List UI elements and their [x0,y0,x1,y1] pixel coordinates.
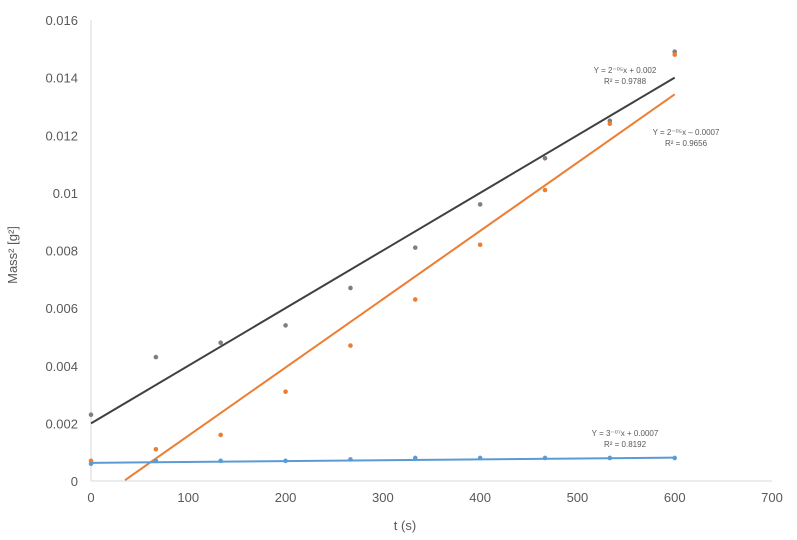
x-tick-label: 100 [177,490,199,505]
data-point-series-2 [153,447,159,452]
data-point-series-2 [283,389,288,394]
x-tick-label: 0 [87,490,94,505]
y-tick-label: 0.004 [45,359,78,374]
data-point-series-1 [542,156,548,161]
trendline-series-2 [124,93,676,481]
x-tick-label: 700 [761,490,783,505]
trendline-equations: Y = 2⁻⁰⁵x + 0.002 R² = 0.9788 Y = 2⁻⁰⁵x – … [592,66,720,449]
data-point-series-3 [607,455,613,461]
y-tick-label: 0.008 [45,244,78,259]
data-point-series-3 [348,457,353,462]
data-point-series-2 [348,343,353,348]
x-tick-label: 300 [372,490,394,505]
y-tick-label: 0.006 [45,301,78,316]
data-point-series-2 [542,187,548,193]
trendline-r-squared: R² = 0.9656 [665,139,708,148]
data-point-series-1 [412,245,418,250]
x-tick-label: 500 [567,490,589,505]
x-axis-title: t (s) [394,518,416,533]
x-tick-labels: 0 100 200 300 400 500 600 700 [87,490,782,505]
y-tick-label: 0 [71,474,78,489]
data-point-series-1 [283,323,288,328]
trendline-equation: Y = 2⁻⁰⁵x – 0.0007 [653,128,720,137]
data-point-series-3 [412,455,418,461]
data-point-series-2 [672,52,678,57]
y-tick-label: 0.016 [45,13,78,28]
x-tick-label: 600 [664,490,686,505]
data-point-series-2 [607,121,613,127]
data-point-series-3 [477,455,483,461]
data-point-series-1 [348,285,353,291]
y-axis-title: Mass² [g²] [5,226,20,284]
data-point-series-2 [218,432,223,438]
trendline-series-1 [90,76,676,425]
data-point-series-3 [283,458,288,464]
y-tick-label: 0.002 [45,416,78,431]
x-tick-label: 200 [275,490,297,505]
data-point-series-3 [153,458,159,464]
data-point-series-3 [672,455,678,461]
data-point-series-3 [88,461,94,467]
data-points [88,49,678,467]
y-tick-label: 0.01 [53,186,78,201]
axes [90,20,772,482]
trendlines [90,76,676,481]
trendline-equation: Y = 3⁻⁰⁷x + 0.0007 [592,429,659,438]
y-tick-labels: 0 0.002 0.004 0.006 0.008 0.01 0.012 0.014 0.016 [45,13,78,489]
data-point-series-2 [477,242,483,248]
trendline-series-3 [90,456,675,464]
y-tick-label: 0.012 [45,128,78,143]
data-point-series-1 [218,340,223,346]
trendline-r-squared: R² = 0.8192 [604,440,647,449]
x-tick-label: 400 [469,490,491,505]
data-point-series-2 [412,297,418,302]
data-point-series-3 [218,458,223,464]
data-point-series-1 [477,202,483,207]
trendline-r-squared: R² = 0.9788 [604,77,647,86]
trendline-equation: Y = 2⁻⁰⁵x + 0.002 [594,66,657,75]
data-point-series-1 [153,354,159,360]
data-point-series-3 [542,455,548,461]
y-tick-label: 0.014 [45,71,78,86]
data-point-series-1 [88,412,94,418]
